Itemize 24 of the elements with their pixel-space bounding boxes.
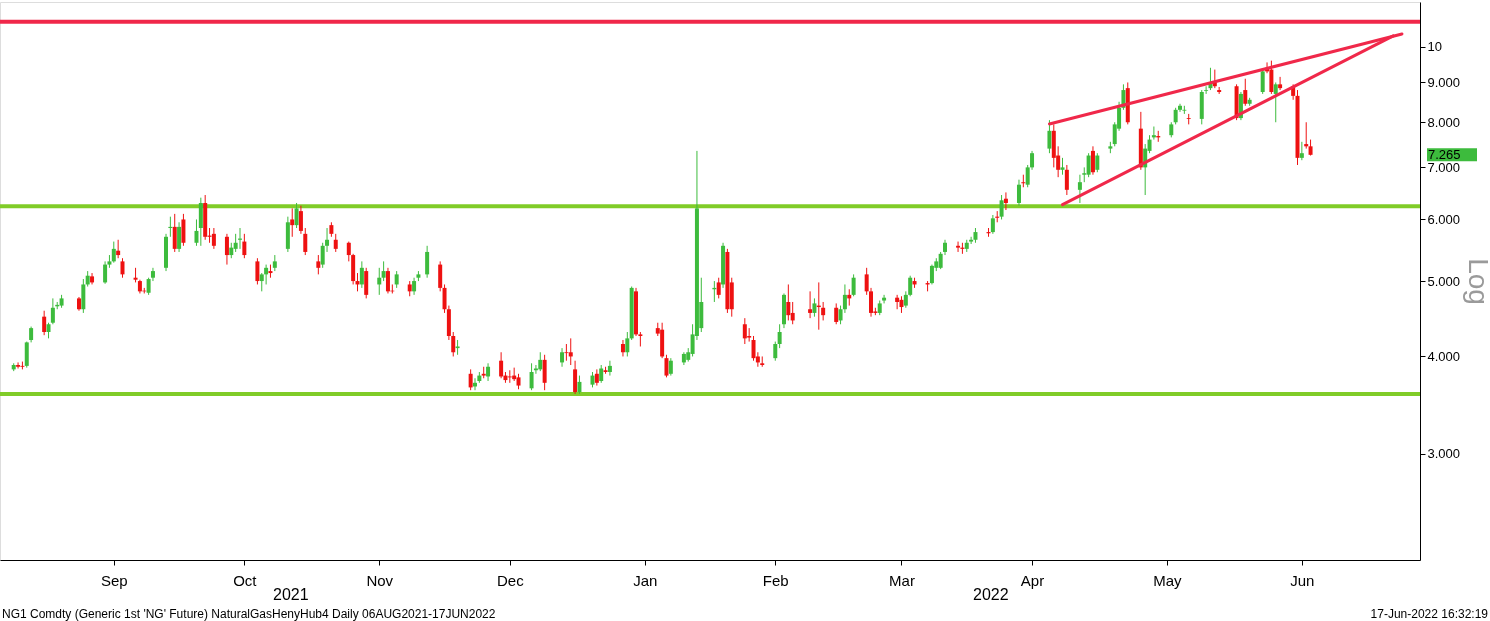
x-tick-label: Oct xyxy=(233,571,258,589)
y-tick-label: 4.000 xyxy=(1427,348,1461,364)
text: 17-Jun-2022 16:32:19 xyxy=(1370,607,1489,621)
x-tick-label: Mar xyxy=(889,571,915,589)
y-tick-label: 6.000 xyxy=(1427,211,1461,227)
y-tick-label: 3.000 xyxy=(1427,446,1461,462)
y-tick-label: 7.000 xyxy=(1427,159,1461,175)
y-tick-label: 5.000 xyxy=(1427,273,1461,289)
x-tick-label: Jun xyxy=(1290,571,1315,589)
text: 7.265 xyxy=(1428,146,1461,162)
x-tick-label: May xyxy=(1153,571,1183,589)
y-axis-title: Log xyxy=(1462,258,1490,305)
x-tick-label: Apr xyxy=(1020,571,1045,589)
y-tick-label: 10 xyxy=(1427,39,1442,55)
x-tick-label: Sep xyxy=(100,571,128,589)
y-tick-label: 9.000 xyxy=(1427,74,1461,90)
x-tick-label: Jan xyxy=(633,571,658,589)
text: NG1 Comdty (Generic 1st 'NG' Future) NaturalGasHenyHub4 Daily 06AUG2021-17JUN2022 xyxy=(2,607,496,621)
text: 2021 xyxy=(273,586,309,603)
text: 2022 xyxy=(973,586,1009,603)
y-tick-label: 8.000 xyxy=(1427,114,1461,130)
x-tick-label: Feb xyxy=(762,571,789,589)
x-tick-label: Nov xyxy=(366,571,394,589)
x-tick-label: Dec xyxy=(496,571,525,589)
